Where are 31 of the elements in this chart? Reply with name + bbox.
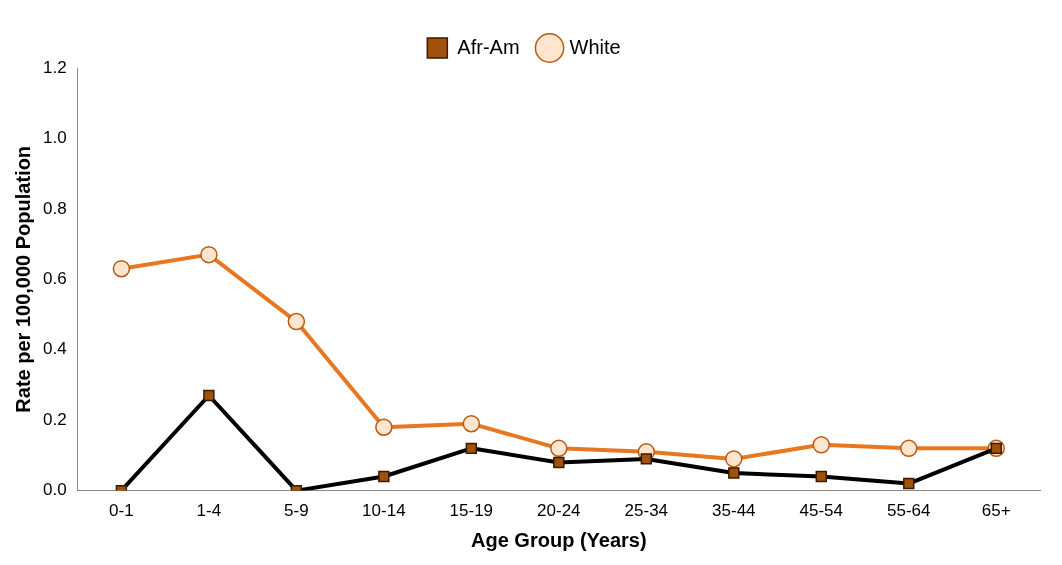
x-tick-label: 45-54 [799,501,844,521]
x-tick-label: 55-64 [887,501,931,521]
point [550,439,568,458]
point [287,312,306,331]
x-tick-label: 25-34 [624,501,669,521]
point [900,439,918,458]
point [725,450,743,468]
point [375,418,393,436]
y-tick-label: 0.2 [42,409,67,429]
y-axis-title: Rate per 100,000 Population [11,145,34,413]
y-tick-label: 1.0 [42,128,67,148]
x-tick-label: 5-9 [284,501,309,521]
x-axis-title: Age Group (Years) [471,528,647,551]
x-tick-label: 20-24 [537,501,581,521]
point [200,245,218,264]
legend-label: Afr-Am [457,35,520,58]
x-tick-label: 0-1 [109,501,134,521]
point [462,414,481,433]
y-tick-label: 1.2 [42,57,67,77]
x-tick-label: 35-44 [712,501,756,521]
y-tick-label: 0.4 [42,339,67,359]
y-tick-label: 0.6 [42,268,67,288]
x-tick-label: 1-4 [196,501,222,521]
y-tick-label: 0.0 [42,480,67,500]
x-tick-label: 65+ [981,501,1011,521]
x-tick-label: 15-19 [449,501,494,521]
x-tick-label: 10-14 [362,501,406,521]
y-tick-label: 0.8 [42,198,67,218]
legend-label: White [569,35,621,58]
point [812,436,831,454]
point [112,259,131,278]
